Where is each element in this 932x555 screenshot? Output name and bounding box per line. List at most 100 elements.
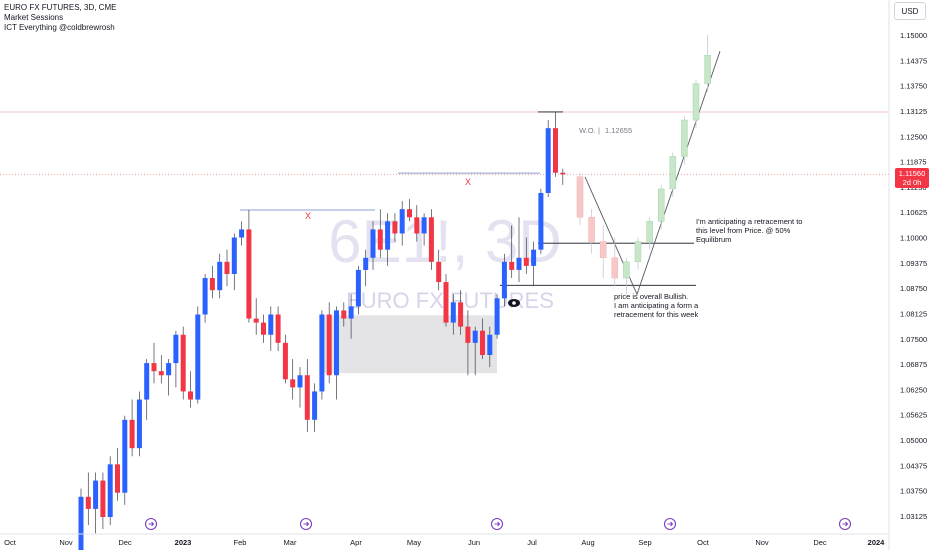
current-price-tag: 1.11560 2d 0h <box>895 168 929 188</box>
candle-body <box>458 302 464 327</box>
x-tick-label: Feb <box>234 538 247 547</box>
candle-body <box>231 237 237 274</box>
candle-body <box>501 261 507 299</box>
candles <box>78 111 566 555</box>
arrow-circle-icon[interactable] <box>838 517 852 531</box>
x-marker-1: X <box>305 211 311 221</box>
candle-body <box>348 306 354 319</box>
y-tick-label: 1.15000 <box>900 31 927 40</box>
candle-body <box>377 229 383 250</box>
candle-body <box>334 310 339 376</box>
candle-body <box>355 269 361 307</box>
arrow-circle-icon[interactable] <box>490 517 504 531</box>
candle-body <box>421 217 427 234</box>
x-tick-label: Jul <box>527 538 537 547</box>
candle-body <box>480 330 485 355</box>
candle-body <box>553 128 558 173</box>
candle-body <box>122 419 128 493</box>
candle-body <box>78 496 84 554</box>
x-tick-label: 2024 <box>868 538 886 547</box>
projected-candle-body <box>646 221 653 242</box>
candle-body <box>129 419 135 449</box>
candle-body <box>312 391 318 420</box>
y-tick-label: 1.14375 <box>900 56 927 65</box>
candle-body <box>100 480 106 518</box>
candle-body <box>246 229 252 319</box>
candle-body <box>407 209 412 218</box>
x-tick-label: Dec <box>118 538 132 547</box>
projected-candle-body <box>576 176 584 218</box>
indicator-ict-everything[interactable]: ICT Everything @coldbrewrosh <box>4 23 115 32</box>
candle-body <box>560 172 566 175</box>
level-lines <box>0 51 889 296</box>
x-tick-label: Oct <box>4 538 17 547</box>
projected-candle-body <box>634 241 642 263</box>
y-tick-label: 1.10000 <box>900 234 927 243</box>
symbol-title: EURO FX FUTURES, 3D, CME <box>4 3 117 12</box>
candle-body <box>166 363 172 376</box>
watermark-name: EURO FX FUTURES <box>346 288 554 313</box>
candle-body <box>392 221 398 234</box>
candle-body <box>436 261 442 283</box>
candle-body <box>465 326 471 343</box>
note-bullish-2: I am anticipating a form a <box>614 301 699 310</box>
projected-candle-body <box>692 83 700 121</box>
candle-body <box>414 217 420 234</box>
candle-body <box>253 318 259 323</box>
candle-body <box>319 314 325 392</box>
candle-body <box>450 302 456 323</box>
x-marker-2: X <box>465 177 471 187</box>
arrow-circle-icon[interactable] <box>299 517 313 531</box>
candle-body <box>188 391 193 400</box>
projected-candle-body <box>669 156 677 190</box>
x-tick-label: Jun <box>468 538 480 547</box>
x-tick-label: Dec <box>813 538 827 547</box>
candle-body <box>399 209 405 234</box>
candle-body <box>304 375 310 420</box>
candle-body <box>363 257 369 270</box>
x-tick-label: Nov <box>59 538 73 547</box>
candle-body <box>326 314 332 376</box>
note-bullish-1: price is overall Bullish. <box>614 292 688 301</box>
candle-body <box>115 464 120 493</box>
y-tick-label: 1.13125 <box>900 107 927 116</box>
x-tick-label: Sep <box>638 538 651 547</box>
demand-zone <box>323 315 497 374</box>
wo-separator: | <box>598 126 600 135</box>
eye-icon[interactable] <box>508 299 520 307</box>
y-tick-label: 1.03125 <box>900 512 927 521</box>
candle-body <box>545 128 551 193</box>
currency-button[interactable]: USD <box>894 2 926 20</box>
candle-body <box>85 496 91 509</box>
candle-body <box>144 363 150 400</box>
note-bullish-3: retracement for this week <box>614 310 698 319</box>
candle-body <box>93 480 99 509</box>
wo-label: W.O. <box>579 126 596 135</box>
projected-candle-body <box>599 241 607 259</box>
candle-body <box>261 322 266 335</box>
note-retracement-1: I'm anticipating a retracement to <box>696 217 802 226</box>
candle-body <box>209 278 215 291</box>
candle-body <box>509 261 515 270</box>
projected-candles <box>576 35 711 295</box>
zones <box>323 315 497 374</box>
candle-body <box>224 261 230 274</box>
y-tick-label: 1.10625 <box>900 208 927 217</box>
y-tick-label: 1.12500 <box>900 132 927 141</box>
indicator-market-sessions[interactable]: Market Sessions <box>4 13 64 22</box>
y-tick-label: 1.13750 <box>900 82 927 91</box>
candle-body <box>268 314 274 335</box>
candle-body <box>136 399 142 449</box>
candle-body <box>428 217 434 262</box>
candle-body <box>195 314 201 400</box>
x-tick-label: Mar <box>284 538 297 547</box>
arrow-circle-icon[interactable] <box>144 517 158 531</box>
x-tick-label: 2023 <box>175 538 192 547</box>
candle-body <box>538 192 544 250</box>
current-price-countdown: 2d 0h <box>902 178 922 187</box>
x-tick-label: Nov <box>755 538 769 547</box>
candle-body <box>107 464 113 518</box>
arrow-circle-icon[interactable] <box>663 517 677 531</box>
